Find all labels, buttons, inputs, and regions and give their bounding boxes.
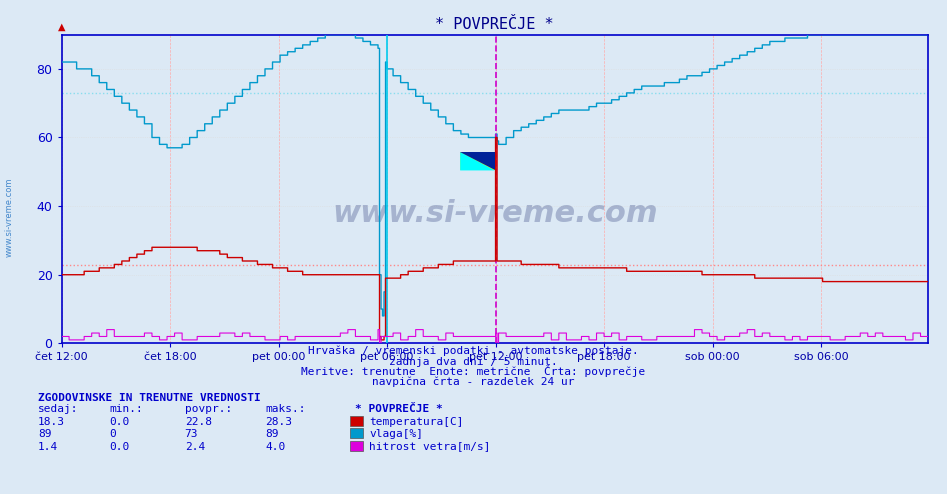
- Text: 1.4: 1.4: [38, 442, 58, 452]
- Text: sedaj:: sedaj:: [38, 405, 79, 414]
- Text: zadnja dva dni / 5 minut.: zadnja dva dni / 5 minut.: [389, 357, 558, 367]
- Text: 4.0: 4.0: [265, 442, 285, 452]
- Text: 89: 89: [265, 429, 278, 439]
- Text: povpr.:: povpr.:: [185, 405, 232, 414]
- Title: * POVPREČJE *: * POVPREČJE *: [436, 17, 554, 32]
- Text: maks.:: maks.:: [265, 405, 306, 414]
- Text: navpična črta - razdelek 24 ur: navpična črta - razdelek 24 ur: [372, 377, 575, 387]
- Text: hitrost vetra[m/s]: hitrost vetra[m/s]: [369, 442, 491, 452]
- Text: * POVPREČJE *: * POVPREČJE *: [355, 405, 443, 414]
- Text: 0.0: 0.0: [109, 417, 129, 427]
- Text: temperatura[C]: temperatura[C]: [369, 417, 464, 427]
- Text: www.si-vreme.com: www.si-vreme.com: [5, 178, 14, 257]
- Text: Meritve: trenutne  Enote: metrične  Črta: povprečje: Meritve: trenutne Enote: metrične Črta: …: [301, 365, 646, 377]
- Text: www.si-vreme.com: www.si-vreme.com: [332, 199, 657, 228]
- Polygon shape: [460, 152, 495, 170]
- Bar: [460, 152, 495, 170]
- Text: 0.0: 0.0: [109, 442, 129, 452]
- Text: Hrvaška / vremenski podatki - avtomatske postaje.: Hrvaška / vremenski podatki - avtomatske…: [308, 346, 639, 356]
- Text: 18.3: 18.3: [38, 417, 65, 427]
- Text: ▲: ▲: [58, 22, 65, 32]
- Text: vlaga[%]: vlaga[%]: [369, 429, 423, 439]
- Text: min.:: min.:: [109, 405, 143, 414]
- Text: 2.4: 2.4: [185, 442, 205, 452]
- Text: 22.8: 22.8: [185, 417, 212, 427]
- Polygon shape: [460, 152, 495, 170]
- Text: 28.3: 28.3: [265, 417, 293, 427]
- Text: ZGODOVINSKE IN TRENUTNE VREDNOSTI: ZGODOVINSKE IN TRENUTNE VREDNOSTI: [38, 393, 260, 403]
- Text: 0: 0: [109, 429, 116, 439]
- Text: 89: 89: [38, 429, 51, 439]
- Text: 73: 73: [185, 429, 198, 439]
